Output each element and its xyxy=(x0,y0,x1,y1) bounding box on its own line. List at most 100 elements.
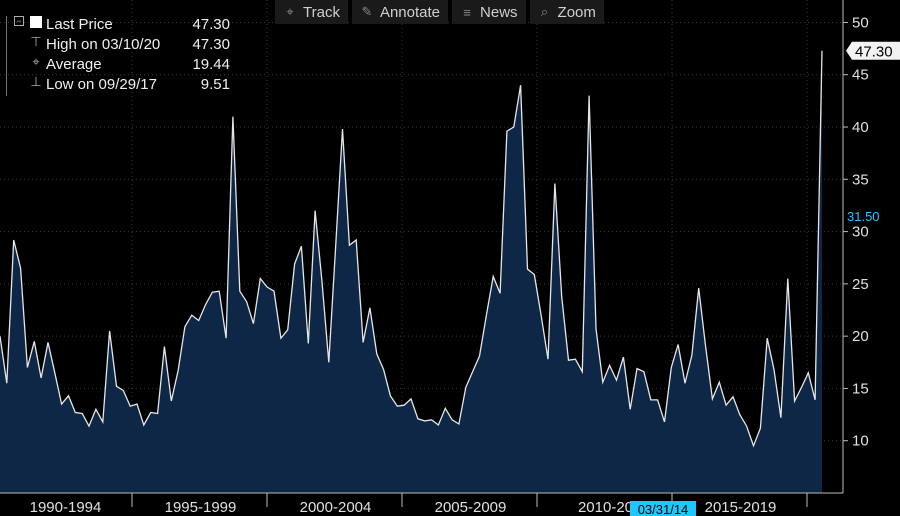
legend-row-high: High on 03/10/20 47.30 xyxy=(30,34,230,54)
data-point xyxy=(677,343,680,346)
data-point xyxy=(540,314,543,317)
data-point xyxy=(334,246,337,249)
data-point xyxy=(752,444,755,447)
news-button[interactable]: ≡ News xyxy=(452,0,526,24)
data-point xyxy=(718,381,721,384)
zoom-icon: ⌕ xyxy=(540,4,549,19)
y-tick-label: 30 xyxy=(852,224,869,241)
data-point xyxy=(430,418,433,421)
data-point xyxy=(779,416,782,419)
data-point xyxy=(88,425,91,428)
data-point xyxy=(725,404,728,407)
annotate-button[interactable]: ✎ Annotate xyxy=(351,0,449,24)
data-point xyxy=(793,399,796,402)
data-point xyxy=(115,385,118,388)
data-point xyxy=(807,371,810,374)
legend-collapse-icon[interactable]: − xyxy=(14,16,24,26)
data-point xyxy=(245,300,248,303)
data-point xyxy=(197,319,200,322)
data-point xyxy=(505,130,508,133)
y-axis: 10 15 20 25 30 35 40 45 50 xyxy=(842,0,869,493)
data-point xyxy=(533,273,536,276)
data-point xyxy=(663,420,666,423)
data-point xyxy=(649,398,652,401)
data-point xyxy=(512,126,515,129)
data-point xyxy=(74,411,77,414)
data-point xyxy=(711,397,714,400)
y-tick-label: 15 xyxy=(852,380,869,397)
marker-value-tag xyxy=(844,207,888,225)
legend-value: 47.30 xyxy=(192,35,230,53)
data-point xyxy=(40,376,43,379)
zoom-button[interactable]: ⌕ Zoom xyxy=(529,0,604,24)
data-point xyxy=(122,389,125,392)
data-point xyxy=(170,399,173,402)
data-point xyxy=(629,408,632,411)
data-point xyxy=(485,314,488,317)
annotate-label: Annotate xyxy=(379,3,441,21)
data-point xyxy=(759,427,762,430)
data-point xyxy=(225,337,228,340)
data-point xyxy=(471,370,474,373)
data-point xyxy=(108,329,111,332)
legend-value: 47.30 xyxy=(192,15,230,33)
data-point xyxy=(704,344,707,347)
data-point xyxy=(478,355,481,358)
news-icon: ≡ xyxy=(463,4,471,20)
data-point xyxy=(416,417,419,420)
data-point xyxy=(156,412,159,415)
y-tick-label: 50 xyxy=(852,14,869,31)
data-point xyxy=(348,244,351,247)
chart-toolbar: ⌖ Track ✎ Annotate ≡ News ⌕ Zoom xyxy=(275,0,604,24)
data-point xyxy=(33,340,36,343)
data-point xyxy=(273,290,276,293)
legend-row-low: Low on 09/29/17 9.51 xyxy=(30,74,230,94)
x-axis: 1990-1994 1995-1999 2000-2004 2005-2009 2010… xyxy=(0,492,843,516)
data-point xyxy=(389,394,392,397)
data-point xyxy=(745,425,748,428)
data-point xyxy=(423,419,426,422)
zoom-label: Zoom xyxy=(557,3,596,21)
legend-label: Last Price xyxy=(46,15,113,33)
chart-legend: − ⊤ ⌖ ⊥ Last Price 47.30 High on 03/10/2… xyxy=(6,10,232,98)
data-point xyxy=(19,267,22,270)
data-point xyxy=(320,279,323,282)
data-point xyxy=(382,368,385,371)
legend-label: Average xyxy=(46,55,102,73)
data-point xyxy=(622,356,625,359)
data-point xyxy=(300,245,303,248)
data-point xyxy=(101,420,104,423)
average-marker-icon: ⌖ xyxy=(32,54,40,69)
legend-value: 19.44 xyxy=(192,55,230,73)
y-tick-label: 25 xyxy=(852,276,869,293)
data-point xyxy=(5,382,8,385)
data-point xyxy=(259,277,262,280)
data-point xyxy=(293,263,296,266)
data-point xyxy=(403,404,406,407)
data-point xyxy=(567,359,570,362)
data-point xyxy=(26,366,29,369)
data-point xyxy=(581,370,584,373)
high-marker-icon: ⊤ xyxy=(30,34,42,49)
data-point xyxy=(594,327,597,330)
data-point xyxy=(12,238,15,241)
value-tags[interactable]: 47.30 31.50 03/31/14 xyxy=(630,41,900,516)
data-point xyxy=(231,115,234,118)
data-point xyxy=(81,412,84,415)
data-point xyxy=(46,341,49,344)
data-point xyxy=(410,397,413,400)
data-point xyxy=(786,277,789,280)
legend-label: High on 03/10/20 xyxy=(46,35,161,53)
data-point xyxy=(129,405,132,408)
data-point xyxy=(547,358,550,361)
marker-value-label: 31.50 xyxy=(847,209,880,224)
last-value-label: 47.30 xyxy=(855,44,893,61)
data-point xyxy=(314,209,317,212)
data-point xyxy=(773,368,776,371)
data-point xyxy=(327,361,330,364)
data-point xyxy=(444,407,447,410)
data-point xyxy=(396,405,399,408)
track-button[interactable]: ⌖ Track xyxy=(275,0,348,24)
data-point xyxy=(362,341,365,344)
